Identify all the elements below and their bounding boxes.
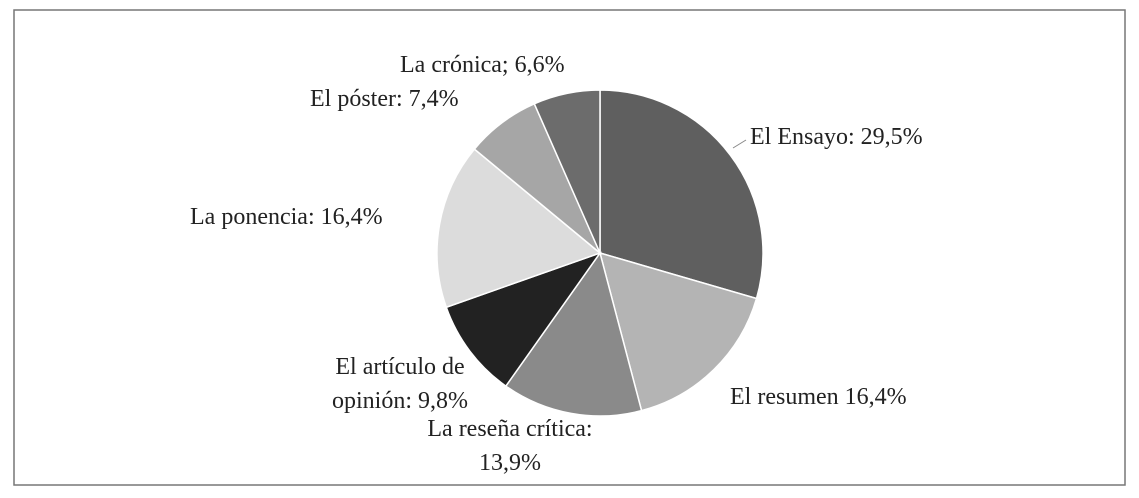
data-label: El resumen 16,4% bbox=[730, 384, 907, 410]
data-label: La reseña crítica: 13,9% bbox=[427, 416, 593, 476]
pie-slice bbox=[599, 89, 764, 300]
pie-slice bbox=[445, 251, 602, 388]
data-label: El Ensayo: 29,5% bbox=[750, 124, 923, 150]
data-label: El artículo de opinión: 9,8% bbox=[332, 354, 468, 414]
leader-line bbox=[732, 139, 747, 149]
data-label: La ponencia: 16,4% bbox=[190, 204, 383, 230]
pie-slice bbox=[436, 148, 602, 309]
pie-slice bbox=[533, 89, 601, 254]
pie-slice bbox=[504, 251, 643, 417]
data-label: El póster: 7,4% bbox=[310, 86, 459, 112]
pie-slice bbox=[598, 251, 758, 412]
data-label: La crónica; 6,6% bbox=[400, 52, 565, 78]
frame bbox=[13, 9, 1126, 486]
